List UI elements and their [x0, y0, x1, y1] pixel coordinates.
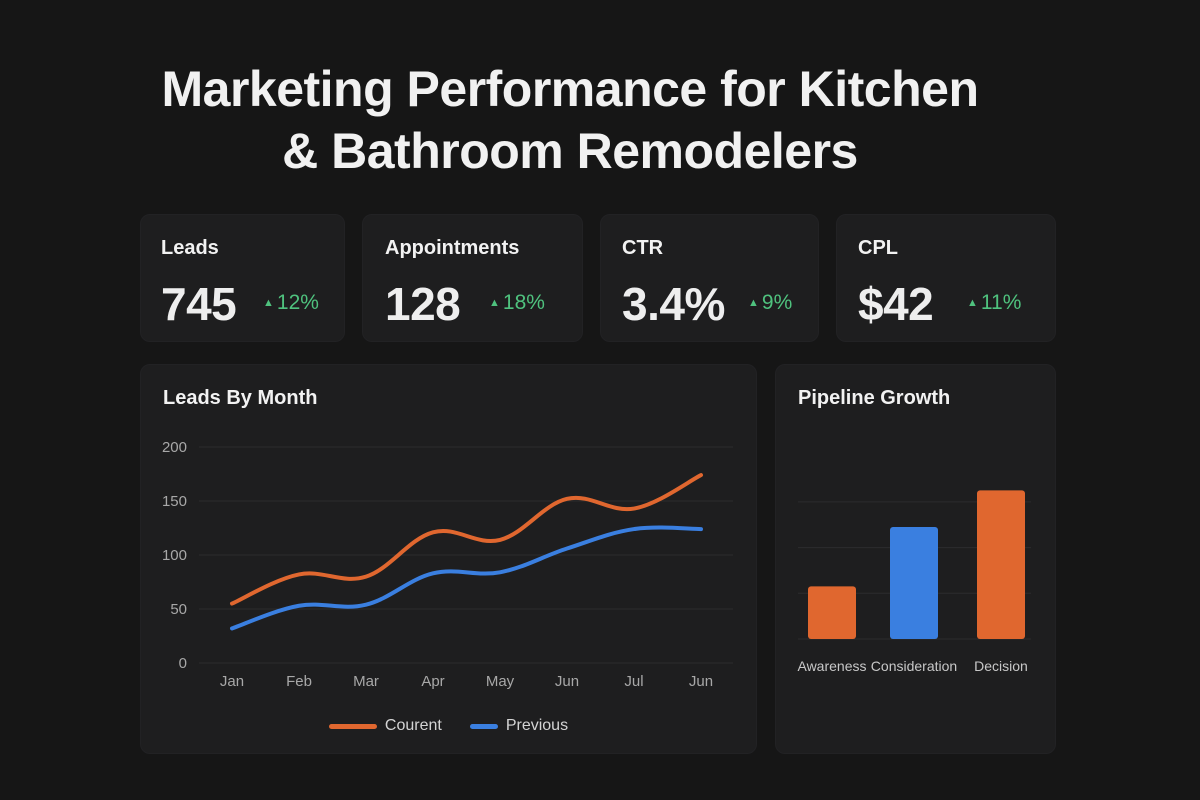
legend-label: Previous	[505, 717, 569, 734]
kpi-delta-value: 9%	[761, 291, 793, 314]
x-tick-label: Apr	[421, 673, 444, 690]
legend-item-current[interactable]: Courent	[328, 717, 442, 735]
leads-by-month-panel: Leads By Month 0 50 100 150 200 Jan Feb Mar Apr M…	[140, 364, 757, 754]
x-tick-label: Mar	[353, 673, 379, 690]
series-line-current	[230, 473, 703, 606]
kpi-delta: ▲ 9%	[748, 291, 792, 315]
pipeline-growth-chart: Awareness Consideration Decision	[797, 490, 1031, 674]
kpi-delta-value: 11%	[980, 291, 1022, 314]
kpi-delta: ▲ 18%	[489, 291, 545, 315]
kpi-card-leads: Leads 745 ▲ 12%	[140, 214, 345, 342]
x-tick-label: Awareness	[797, 658, 866, 674]
trend-up-icon: ▲	[748, 297, 759, 309]
kpi-card-appointments: Appointments 128 ▲ 18%	[362, 214, 583, 342]
y-tick-label: 150	[162, 493, 187, 510]
x-tick-label: Jan	[220, 673, 244, 690]
x-tick-label: Jul	[624, 673, 643, 690]
chart-title: Pipeline Growth	[798, 387, 951, 409]
x-tick-label: Consideration	[871, 658, 957, 674]
kpi-value: 3.4%	[622, 278, 725, 330]
y-tick-label: 0	[179, 655, 187, 672]
legend-swatch-current	[328, 723, 377, 729]
chart-legend: Courent Previous	[141, 717, 756, 735]
x-tick-label: May	[486, 673, 515, 690]
x-tick-label: Jun	[689, 673, 713, 690]
kpi-delta-value: 18%	[502, 291, 545, 314]
x-tick-label: Jun	[555, 673, 579, 690]
y-tick-label: 50	[170, 601, 187, 618]
legend-item-previous[interactable]: Previous	[469, 717, 569, 735]
leads-by-month-chart: 0 50 100 150 200 Jan Feb Mar Apr May Jun Jul Jun	[162, 439, 733, 690]
kpi-label: Leads	[161, 237, 219, 259]
page-title: Marketing Performance for Kitchen & Bath…	[110, 58, 1030, 182]
kpi-delta-value: 12%	[276, 291, 319, 314]
pipeline-growth-panel: Pipeline Growth Awareness Consideration De…	[775, 364, 1056, 754]
kpi-label: CTR	[622, 237, 664, 259]
bar-decision	[977, 490, 1025, 639]
kpi-label: Appointments	[385, 237, 520, 259]
bar-awareness	[808, 586, 856, 639]
chart-title: Leads By Month	[163, 387, 318, 409]
y-tick-label: 200	[162, 439, 187, 456]
trend-up-icon: ▲	[263, 297, 274, 309]
kpi-value: $42	[858, 278, 934, 330]
page-title-line-1: Marketing Performance for Kitchen	[161, 61, 979, 117]
trend-up-icon: ▲	[967, 297, 978, 309]
kpi-value: 745	[161, 278, 237, 330]
kpi-value: 128	[385, 278, 461, 330]
series-line-previous	[230, 525, 703, 631]
x-tick-label: Decision	[974, 658, 1028, 674]
y-tick-label: 100	[162, 547, 187, 564]
page-title-line-2: & Bathroom Remodelers	[282, 123, 858, 179]
kpi-card-cpl: CPL $42 ▲ 11%	[836, 214, 1056, 342]
kpi-delta: ▲ 12%	[263, 291, 319, 315]
kpi-label: CPL	[858, 237, 898, 259]
legend-swatch-previous	[469, 723, 498, 729]
bar-consideration	[890, 527, 938, 639]
x-tick-label: Feb	[286, 673, 312, 690]
legend-label: Courent	[384, 717, 442, 734]
trend-up-icon: ▲	[489, 297, 500, 309]
kpi-delta: ▲ 11%	[967, 291, 1021, 315]
kpi-card-ctr: CTR 3.4% ▲ 9%	[600, 214, 819, 342]
